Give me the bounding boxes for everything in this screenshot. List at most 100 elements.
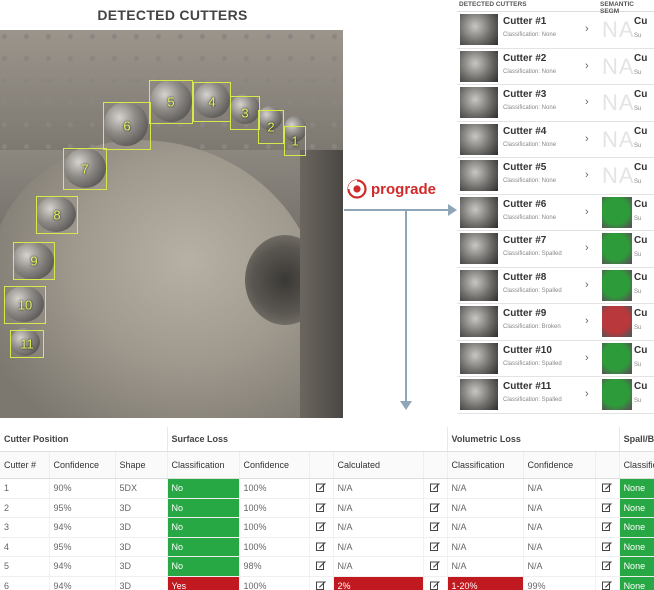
edit-icon[interactable]	[316, 541, 326, 551]
segmentation-subtext: Su	[634, 398, 642, 404]
edit-calculated-button[interactable]	[423, 576, 448, 590]
table-row[interactable]: 2 95% 3D No 100% N/A N/A N/A None	[0, 498, 654, 518]
cutter-classification: Classification: Spalled	[503, 287, 562, 294]
cutter-name: Cutter #5	[503, 162, 547, 173]
cutter-list-item[interactable]: Cutter #5 Classification: None › NA Cu Su	[457, 157, 654, 195]
surface-classification-cell: No	[167, 556, 240, 577]
position-confidence-cell: 94%	[49, 556, 116, 577]
chevron-right-icon[interactable]: ›	[585, 169, 589, 181]
edit-volumetric-button[interactable]	[595, 478, 620, 499]
cutter-box-1[interactable]: 1	[284, 126, 306, 156]
edit-calculated-button[interactable]	[423, 556, 448, 577]
cutter-box-4[interactable]: 4	[193, 82, 231, 122]
chevron-right-icon[interactable]: ›	[585, 315, 589, 327]
cutter-list-item[interactable]: Cutter #9 Classification: Broken › Cu Su	[457, 303, 654, 341]
cutter-list-item[interactable]: Cutter #7 Classification: Spalled › Cu Su	[457, 230, 654, 268]
cutter-thumbnail	[460, 233, 498, 264]
edit-volumetric-button[interactable]	[595, 517, 620, 538]
cutter-box-11[interactable]: 11	[10, 330, 44, 358]
cutter-list-item[interactable]: Cutter #10 Classification: Spalled › Cu Su	[457, 340, 654, 377]
edit-calculated-button[interactable]	[423, 517, 448, 538]
volumetric-classification-cell: N/A	[447, 498, 524, 518]
cutter-list-item[interactable]: Cutter #2 Classification: None › NA Cu Su	[457, 48, 654, 85]
drill-bit-photo: 5 4 3 2 1 6 7 8 9 10 11	[0, 30, 343, 418]
chevron-right-icon[interactable]: ›	[585, 278, 589, 291]
cutter-name: Cutter #4	[503, 125, 547, 137]
column-header: Confidence	[49, 451, 116, 479]
edit-icon[interactable]	[316, 521, 326, 532]
chevron-right-icon[interactable]: ›	[585, 388, 589, 400]
edit-surface-button[interactable]	[309, 537, 334, 557]
edit-icon[interactable]	[430, 541, 440, 551]
surface-classification-cell: No	[167, 537, 240, 557]
edit-calculated-button[interactable]	[423, 478, 448, 499]
header-semantic-segmentation: SEMANTIC SEGM	[600, 1, 634, 15]
prograde-logo: prograde	[347, 178, 436, 200]
cutter-box-5[interactable]: 5	[149, 80, 193, 124]
edit-icon[interactable]	[316, 482, 326, 493]
edit-volumetric-button[interactable]	[595, 576, 620, 590]
spall-classification-cell: None	[619, 498, 654, 518]
column-header: Confidence	[523, 451, 596, 479]
edit-volumetric-button[interactable]	[595, 556, 620, 577]
cutter-list-item[interactable]: Cutter #6 Classification: None › Cu Su	[457, 194, 654, 231]
cutter-box-7[interactable]: 7	[63, 148, 107, 190]
surface-confidence-cell: 100%	[239, 576, 310, 590]
cutter-list-item[interactable]: Cutter #11 Classification: Spalled › Cu Su	[457, 376, 654, 414]
edit-icon[interactable]	[602, 502, 612, 512]
edit-icon[interactable]	[430, 482, 440, 493]
edit-calculated-button[interactable]	[423, 537, 448, 557]
cutter-name: Cutter #3	[503, 89, 547, 100]
chevron-right-icon[interactable]: ›	[585, 59, 589, 72]
edit-surface-button[interactable]	[309, 556, 334, 577]
cutter-box-2[interactable]: 2	[258, 110, 284, 144]
chevron-right-icon[interactable]: ›	[585, 351, 589, 364]
chevron-right-icon[interactable]: ›	[585, 23, 589, 35]
table-row[interactable]: 3 94% 3D No 100% N/A N/A N/A None	[0, 517, 654, 538]
table-row[interactable]: 4 95% 3D No 100% N/A N/A N/A None	[0, 537, 654, 557]
cutter-box-9[interactable]: 9	[13, 242, 55, 280]
edit-icon[interactable]	[430, 502, 440, 512]
edit-icon[interactable]	[430, 580, 440, 590]
edit-icon[interactable]	[602, 580, 612, 590]
edit-surface-button[interactable]	[309, 576, 334, 590]
header-detected-cutters: DETECTED CUTTERS	[459, 1, 527, 8]
chevron-right-icon[interactable]: ›	[585, 132, 589, 145]
segmentation-na: NA	[602, 53, 635, 79]
surface-classification-cell: No	[167, 498, 240, 518]
edit-icon[interactable]	[316, 560, 326, 571]
edit-icon[interactable]	[602, 521, 612, 532]
cutter-box-3[interactable]: 3	[230, 96, 260, 130]
cutter-classification: Classification: None	[503, 105, 557, 111]
edit-icon[interactable]	[430, 560, 440, 571]
edit-calculated-button[interactable]	[423, 498, 448, 518]
cutter-list-item[interactable]: Cutter #1 Classification: None › NA Cu Su	[457, 11, 654, 49]
table-row[interactable]: 6 94% 3D Yes 100% 2% 1-20% 99% None	[0, 576, 654, 590]
cutter-box-8[interactable]: 8	[36, 196, 78, 234]
edit-icon[interactable]	[316, 502, 326, 512]
table-row[interactable]: 5 94% 3D No 98% N/A N/A N/A None	[0, 556, 654, 577]
edit-icon[interactable]	[602, 541, 612, 551]
cutter-name: Cutter #2	[503, 52, 547, 64]
edit-surface-button[interactable]	[309, 517, 334, 538]
cutter-list-item[interactable]: Cutter #4 Classification: None › NA Cu Su	[457, 121, 654, 158]
edit-icon[interactable]	[602, 482, 612, 493]
edit-volumetric-button[interactable]	[595, 537, 620, 557]
chevron-right-icon[interactable]: ›	[585, 242, 589, 254]
cutter-list-item[interactable]: Cutter #3 Classification: None › NA Cu Su	[457, 84, 654, 122]
edit-surface-button[interactable]	[309, 498, 334, 518]
table-row[interactable]: 1 90% 5DX No 100% N/A N/A N/A None	[0, 478, 654, 499]
edit-icon[interactable]	[430, 521, 440, 532]
cutter-box-10[interactable]: 10	[4, 286, 46, 324]
cutter-list-item[interactable]: Cutter #8 Classification: Spalled › Cu Su	[457, 267, 654, 304]
chevron-right-icon[interactable]: ›	[585, 205, 589, 218]
volumetric-classification-cell: N/A	[447, 556, 524, 577]
edit-volumetric-button[interactable]	[595, 498, 620, 518]
cutter-thumbnail	[460, 14, 498, 45]
cutter-box-6[interactable]: 6	[103, 102, 151, 150]
edit-surface-button[interactable]	[309, 478, 334, 499]
chevron-right-icon[interactable]: ›	[585, 96, 589, 108]
edit-icon[interactable]	[316, 580, 326, 590]
edit-icon[interactable]	[602, 560, 612, 571]
table-body: 1 90% 5DX No 100% N/A N/A N/A None 2 95% 3D No 100% N/…	[0, 478, 654, 590]
